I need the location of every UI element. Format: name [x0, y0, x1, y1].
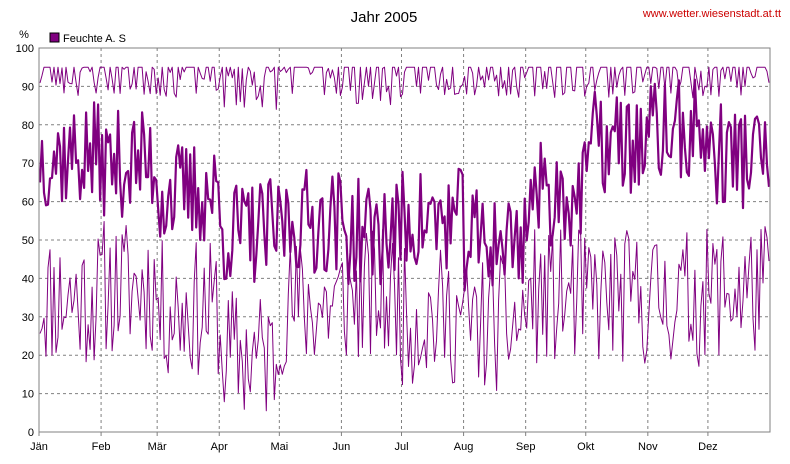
y-tick-label: 30 [22, 312, 34, 324]
y-tick-label: 40 [22, 273, 34, 285]
series-line-min [39, 221, 770, 412]
x-axis: Jän Feb Mär Apr Mai Jun Jul Aug Sep Okt Nov Dez [30, 432, 718, 453]
x-tick-label: Jän [30, 441, 48, 453]
x-tick-label: Feb [92, 441, 111, 453]
x-tick-label: Mär [148, 441, 167, 453]
series-line-mean [38, 78, 771, 292]
legend-label: Feuchte A. S [63, 33, 126, 45]
y-tick-label: 100 [16, 43, 34, 55]
y-axis: 0 10 20 30 40 50 60 70 80 90 100 [16, 43, 34, 439]
source-url: www.wetter.wiesenstadt.at.tt [642, 8, 781, 20]
series-layer [38, 66, 771, 412]
x-tick-label: Dez [698, 441, 718, 453]
y-axis-unit: % [19, 29, 29, 41]
plot-frame [38, 47, 771, 433]
x-tick-label: Okt [577, 441, 594, 453]
y-tick-label: 80 [22, 120, 34, 132]
y-tick-label: 0 [28, 427, 34, 439]
legend: Feuchte A. S [49, 32, 126, 45]
grid [39, 48, 770, 432]
legend-swatch [49, 32, 60, 43]
y-tick-label: 90 [22, 81, 34, 93]
y-tick-label: 70 [22, 158, 34, 170]
series-line-max [39, 66, 770, 110]
x-tick-label: Jul [394, 441, 408, 453]
chart-title: Jahr 2005 [351, 9, 418, 26]
x-tick-label: Aug [454, 441, 474, 453]
x-tick-label: Mai [270, 441, 288, 453]
y-tick-label: 10 [22, 389, 34, 401]
x-tick-label: Nov [638, 441, 658, 453]
x-tick-label: Apr [211, 441, 228, 453]
x-tick-label: Sep [516, 441, 536, 453]
y-tick-label: 60 [22, 197, 34, 209]
y-tick-label: 50 [22, 235, 34, 247]
x-tick-label: Jun [333, 441, 351, 453]
y-tick-label: 20 [22, 350, 34, 362]
